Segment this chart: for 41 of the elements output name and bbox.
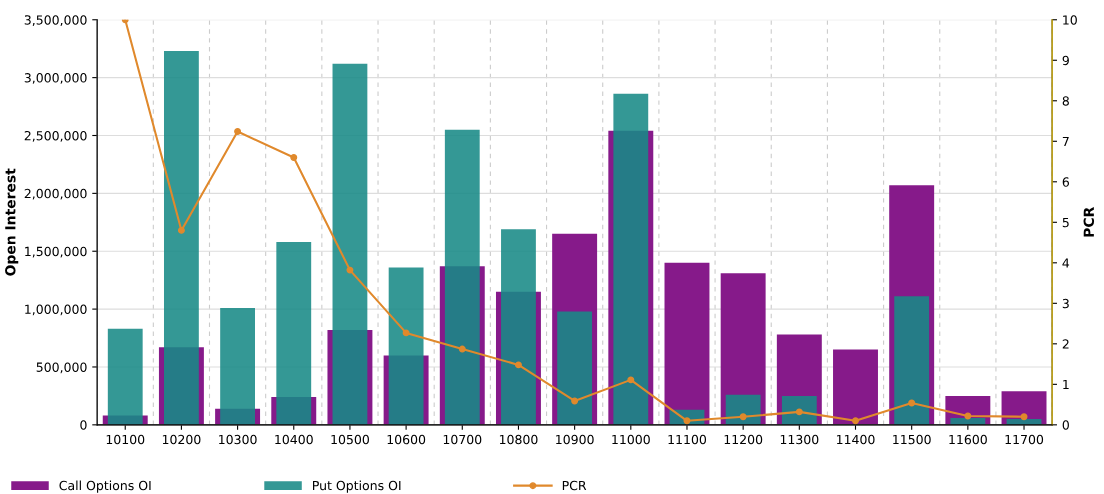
x-tick-label: 10700 (443, 434, 482, 445)
y-tick-label: 500,000 (36, 362, 87, 374)
x-tick-label: 10500 (331, 434, 369, 445)
y-tick-label: 3,000,000 (24, 73, 87, 84)
y2-tick-label: 1 (1063, 379, 1069, 390)
x-tick-label: 11500 (893, 434, 931, 445)
x-tick-label: 11100 (668, 434, 707, 445)
x-tick-label: 10400 (275, 434, 313, 445)
x-tick-label: 10800 (499, 434, 538, 445)
y2-tick-label: 7 (1062, 136, 1069, 147)
y2-tick-label: 2 (1062, 339, 1069, 349)
x-tick-label: 10200 (162, 434, 201, 445)
y2-tick-label: 0 (1062, 420, 1069, 430)
x-tick-label: 10600 (387, 434, 426, 445)
y-tick-label: 3,500,000 (24, 15, 87, 26)
x-tick-label: 11400 (836, 434, 875, 445)
legend-label: Put Options OI (313, 480, 401, 493)
x-tick-label: 11700 (1005, 434, 1044, 445)
x-tick-label: 11600 (949, 434, 987, 445)
y2-tick-label: 10 (1063, 15, 1077, 25)
y2-tick-label: 5 (1062, 217, 1069, 228)
y-axis-title: Open Interest (5, 168, 19, 276)
y2-tick-label: 8 (1062, 96, 1069, 106)
legend-label: Call Options OI (59, 480, 151, 493)
x-tick-label: 10100 (106, 434, 145, 445)
x-tick-label: 10300 (219, 434, 257, 445)
y-tick-label: 0 (80, 420, 87, 430)
y-tick-label: 2,000,000 (24, 188, 87, 200)
y-tick-label: 1,500,000 (25, 246, 87, 258)
y2-axis-title: PCR (1083, 207, 1095, 237)
x-tick-label: 11200 (724, 434, 763, 445)
x-tick-label: 11000 (612, 434, 650, 445)
y-tick-label: 1,000,000 (25, 304, 87, 316)
y-tick-label: 2,500,000 (24, 130, 87, 142)
y2-tick-label: 6 (1062, 177, 1069, 187)
x-tick-label: 10900 (556, 434, 594, 445)
y2-tick-label: 3 (1062, 298, 1069, 309)
x-tick-label: 11300 (780, 434, 819, 445)
legend-label: PCR (562, 480, 587, 491)
y2-tick-label: 9 (1062, 55, 1069, 66)
y2-tick-label: 4 (1062, 258, 1070, 268)
